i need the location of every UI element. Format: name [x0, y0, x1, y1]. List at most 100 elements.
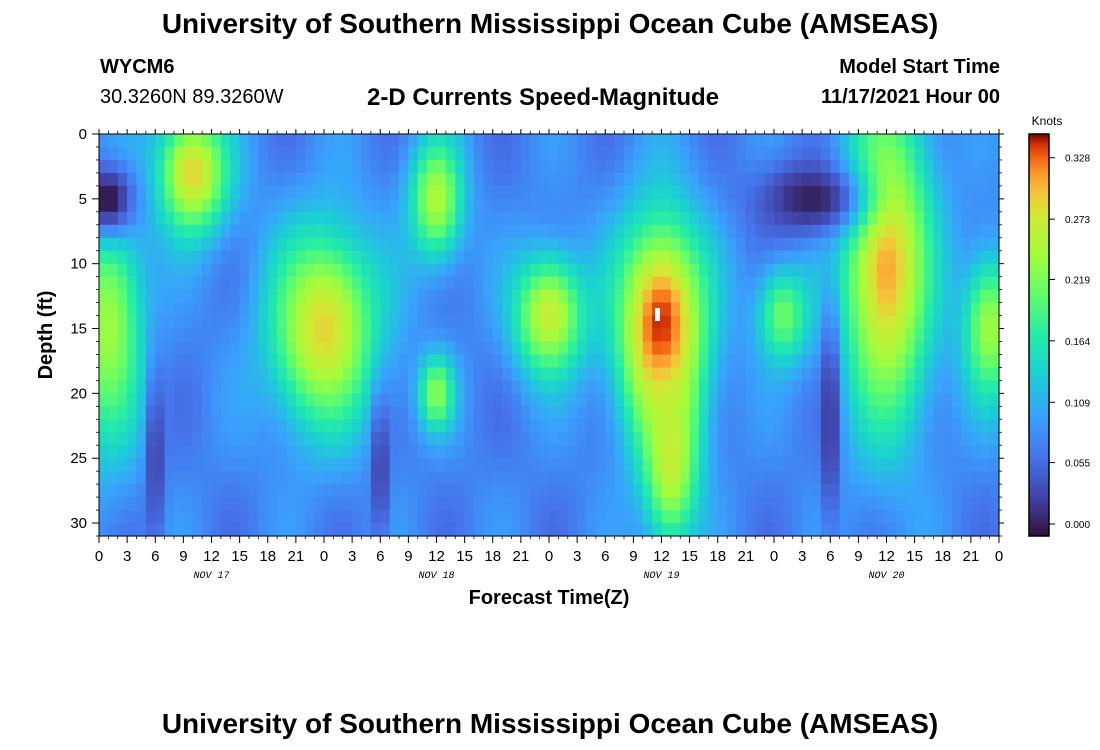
- heatmap-cell: [867, 458, 878, 472]
- heatmap-cell: [286, 134, 297, 148]
- heatmap-cell: [595, 211, 606, 226]
- heatmap-cell: [727, 380, 738, 394]
- heatmap-cell: [258, 159, 269, 174]
- heatmap-cell: [502, 159, 513, 174]
- heatmap-cell: [680, 237, 691, 252]
- heatmap-cell: [427, 497, 438, 511]
- heatmap-cell: [652, 367, 663, 381]
- heatmap-cell: [230, 172, 241, 187]
- heatmap-cell: [305, 510, 316, 524]
- heatmap-cell: [839, 263, 850, 278]
- heatmap-cell: [567, 302, 578, 317]
- heatmap-cell: [745, 159, 756, 174]
- heatmap-cell: [980, 510, 991, 524]
- heatmap-cell: [389, 406, 400, 420]
- heatmap-cell: [708, 367, 719, 381]
- heatmap-cell: [755, 406, 766, 420]
- heatmap-cell: [211, 432, 222, 446]
- heatmap-cell: [642, 458, 653, 472]
- station-coordinates: 30.3260N 89.3260W: [100, 86, 284, 108]
- heatmap-cell: [933, 367, 944, 381]
- heatmap-cell: [464, 237, 475, 252]
- heatmap-cell: [455, 211, 466, 226]
- heatmap-cell: [464, 341, 475, 356]
- heatmap-cell: [942, 497, 953, 511]
- heatmap-cell: [314, 341, 325, 356]
- heatmap-cell: [689, 471, 700, 485]
- heatmap-cell: [689, 289, 700, 304]
- heatmap-cell: [417, 484, 428, 498]
- heatmap-cell: [558, 185, 569, 200]
- heatmap-cell: [99, 367, 109, 381]
- heatmap-cell: [886, 432, 897, 446]
- heatmap-cell: [145, 185, 156, 200]
- heatmap-cell: [352, 458, 363, 472]
- heatmap-cell: [895, 510, 906, 524]
- heatmap-cell: [774, 393, 784, 407]
- heatmap-cell: [792, 471, 803, 485]
- heatmap-cell: [502, 289, 513, 304]
- heatmap-cell: [914, 471, 925, 485]
- heatmap-cell: [792, 445, 803, 459]
- heatmap-cell: [858, 237, 869, 252]
- heatmap-cell: [99, 185, 109, 200]
- heatmap-cell: [408, 315, 419, 330]
- heatmap-cell: [633, 458, 644, 472]
- heatmap-cell: [652, 419, 663, 433]
- heatmap-cell: [952, 367, 963, 381]
- heatmap-cell: [839, 250, 850, 265]
- heatmap-cell: [333, 328, 344, 343]
- heatmap-cell: [933, 328, 944, 343]
- heatmap-cell: [924, 393, 934, 407]
- heatmap-cell: [595, 198, 606, 213]
- heatmap-cell: [380, 185, 391, 200]
- heatmap-cell: [249, 237, 259, 252]
- heatmap-cell: [249, 484, 259, 498]
- heatmap-cell: [399, 198, 409, 213]
- heatmap-cell: [333, 185, 344, 200]
- heatmap-cell: [783, 185, 794, 200]
- heatmap-cell: [933, 393, 944, 407]
- heatmap-cell: [295, 419, 306, 433]
- heatmap-cell: [558, 263, 569, 278]
- heatmap-cell: [342, 172, 353, 187]
- heatmap-cell: [277, 250, 288, 265]
- heatmap-cell: [136, 276, 147, 291]
- heatmap-cell: [136, 328, 147, 343]
- heatmap-cell: [305, 380, 316, 394]
- heatmap-cell: [520, 419, 531, 433]
- heatmap-cell: [811, 380, 822, 394]
- heatmap-cell: [567, 393, 578, 407]
- heatmap-cell: [361, 419, 372, 433]
- colorbar: [1028, 133, 1050, 537]
- heatmap-cell: [389, 276, 400, 291]
- heatmap-cell: [483, 367, 494, 381]
- heatmap-cell: [867, 237, 878, 252]
- heatmap-cell: [520, 380, 531, 394]
- heatmap-cell: [755, 328, 766, 343]
- heatmap-cell: [820, 134, 831, 148]
- heatmap-cell: [99, 328, 109, 343]
- heatmap-cell: [230, 276, 241, 291]
- x-tick-label: 6: [151, 548, 159, 565]
- heatmap-cell: [942, 250, 953, 265]
- heatmap-cell: [830, 367, 841, 381]
- heatmap-cell: [342, 250, 353, 265]
- heatmap-cell: [783, 198, 794, 213]
- heatmap-cell: [136, 224, 147, 239]
- heatmap-cell: [436, 276, 447, 291]
- heatmap-cell: [614, 341, 625, 356]
- heatmap-cell: [942, 315, 953, 330]
- heatmap-cell: [136, 354, 147, 369]
- heatmap-cell: [361, 341, 372, 356]
- heatmap-cell: [736, 406, 747, 420]
- heatmap-cell: [492, 159, 503, 174]
- heatmap-cell: [811, 471, 822, 485]
- heatmap-cell: [633, 134, 644, 148]
- heatmap-cell: [802, 497, 813, 511]
- heatmap-cell: [783, 341, 794, 356]
- heatmap-cell: [249, 146, 259, 161]
- heatmap-cell: [595, 380, 606, 394]
- heatmap-cell: [549, 302, 559, 317]
- heatmap-cell: [511, 237, 522, 252]
